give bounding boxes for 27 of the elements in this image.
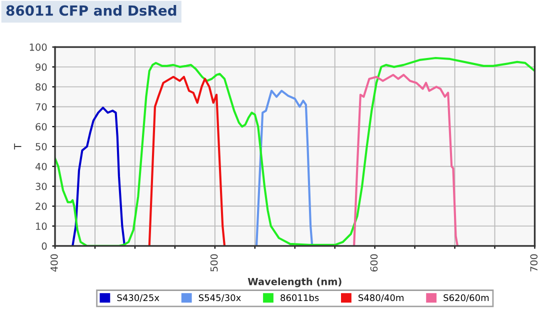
x-tick-label: 500 [210, 254, 218, 272]
line-series [148, 76, 226, 246]
x-tick-label: 600 [370, 254, 378, 272]
x-axis-title: Wavelength (nm) [248, 278, 342, 288]
y-tick-label: 40 [35, 162, 47, 170]
x-tick-label: 700 [530, 254, 538, 272]
y-tick-label: 20 [36, 202, 47, 210]
x-tick-label: 400 [50, 254, 58, 272]
y-tick-label: 60 [36, 123, 47, 130]
y-tick-label: 90 [36, 63, 47, 71]
y-tick-label: 80 [36, 83, 47, 91]
legend-label: S480/40m [358, 294, 404, 302]
legend-label: S620/60m [444, 294, 489, 302]
y-tick-label: 10 [36, 222, 47, 230]
y-tick-label: 0 [42, 242, 47, 250]
y-tick-label: 70 [36, 103, 47, 111]
chart-title: 86011 CFP and DsRed [6, 5, 176, 16]
y-tick-label: 30 [36, 182, 47, 190]
legend-label: S545/30x [198, 294, 241, 302]
y-tick-label: 100 [30, 44, 47, 51]
y-axis-title: T [14, 144, 22, 150]
line-series [72, 106, 126, 246]
legend-label: S430/25x [117, 294, 160, 302]
y-tick-label: 50 [36, 142, 47, 150]
line-series [353, 74, 459, 246]
legend-label: 86011bs [280, 294, 319, 302]
line-series [255, 90, 314, 246]
